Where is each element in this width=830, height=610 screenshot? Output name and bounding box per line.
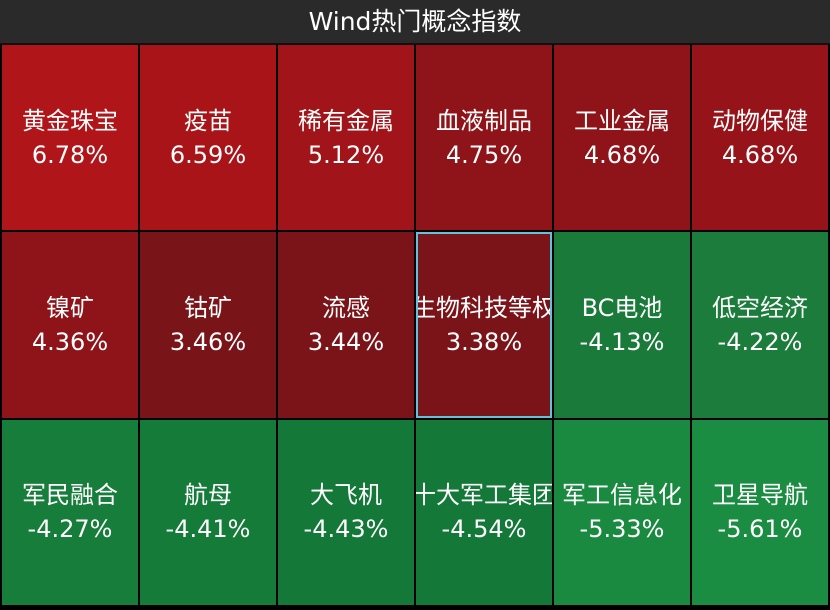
concept-name: 工业金属 bbox=[574, 106, 670, 135]
concept-change: 6.78% bbox=[31, 140, 109, 169]
concept-name: 军工信息化 bbox=[562, 481, 682, 510]
concept-name: 流感 bbox=[322, 293, 370, 322]
concept-name: 钴矿 bbox=[184, 293, 232, 322]
concept-change: -4.13% bbox=[579, 327, 665, 356]
concept-tile[interactable]: 低空经济 -4.22% bbox=[692, 232, 828, 418]
concept-tile[interactable]: 动物保健 4.68% bbox=[692, 45, 828, 231]
concept-tile[interactable]: 钴矿 3.46% bbox=[140, 232, 276, 418]
concept-change: -4.54% bbox=[441, 515, 527, 544]
concept-tile[interactable]: 疫苗 6.59% bbox=[140, 45, 276, 231]
concept-change: 3.38% bbox=[445, 327, 523, 356]
concept-change: 4.36% bbox=[31, 327, 109, 356]
concept-change: 4.75% bbox=[445, 140, 523, 169]
concept-change: 5.12% bbox=[307, 140, 385, 169]
concept-tile[interactable]: BC电池 -4.13% bbox=[554, 232, 690, 418]
concept-change: 4.68% bbox=[721, 140, 799, 169]
concept-tile[interactable]: 血液制品 4.75% bbox=[416, 45, 552, 231]
concept-name: 卫星导航 bbox=[712, 481, 808, 510]
concept-name: 低空经济 bbox=[712, 293, 808, 322]
concept-name: BC电池 bbox=[581, 293, 663, 322]
concept-change: -4.22% bbox=[717, 327, 803, 356]
concept-tile[interactable]: 黄金珠宝 6.78% bbox=[2, 45, 138, 231]
concept-change: -5.61% bbox=[717, 515, 803, 544]
concept-name: 血液制品 bbox=[436, 106, 532, 135]
concept-tile[interactable]: 军工信息化 -5.33% bbox=[554, 419, 690, 605]
concept-name: 动物保健 bbox=[712, 106, 808, 135]
concept-change: -4.43% bbox=[303, 515, 389, 544]
concept-name: 大飞机 bbox=[310, 481, 382, 510]
concept-name: 航母 bbox=[184, 481, 232, 510]
concept-tile[interactable]: 卫星导航 -5.61% bbox=[692, 419, 828, 605]
concept-tile[interactable]: 流感 3.44% bbox=[278, 232, 414, 418]
concept-name: 生物科技等权 bbox=[416, 293, 552, 322]
concept-tile[interactable]: 十大军工集团 -4.54% bbox=[416, 419, 552, 605]
concept-change: -5.33% bbox=[579, 515, 665, 544]
concept-name: 疫苗 bbox=[184, 106, 232, 135]
concept-change: -4.27% bbox=[27, 515, 113, 544]
concept-name: 镍矿 bbox=[46, 293, 94, 322]
concept-tile[interactable]: 军民融合 -4.27% bbox=[2, 419, 138, 605]
concept-name: 十大军工集团 bbox=[416, 481, 552, 510]
concept-change: 4.68% bbox=[583, 140, 661, 169]
concept-tile[interactable]: 生物科技等权 3.38% bbox=[416, 232, 552, 418]
concept-tile[interactable]: 大飞机 -4.43% bbox=[278, 419, 414, 605]
concept-change: 6.59% bbox=[169, 140, 247, 169]
concept-name: 稀有金属 bbox=[298, 106, 394, 135]
concept-name: 黄金珠宝 bbox=[22, 106, 118, 135]
concept-change: 3.46% bbox=[169, 327, 247, 356]
concept-tile[interactable]: 稀有金属 5.12% bbox=[278, 45, 414, 231]
title-bar: Wind热门概念指数 bbox=[0, 0, 830, 45]
concept-change: 3.44% bbox=[307, 327, 385, 356]
tile-grid: 黄金珠宝 6.78% 疫苗 6.59% 稀有金属 5.12% 血液制品 4.75% 工业金属 4.… bbox=[2, 45, 828, 605]
concept-change: -4.41% bbox=[165, 515, 251, 544]
concept-name: 军民融合 bbox=[22, 481, 118, 510]
concept-tile[interactable]: 航母 -4.41% bbox=[140, 419, 276, 605]
concept-tile[interactable]: 工业金属 4.68% bbox=[554, 45, 690, 231]
concept-tile[interactable]: 镍矿 4.36% bbox=[2, 232, 138, 418]
